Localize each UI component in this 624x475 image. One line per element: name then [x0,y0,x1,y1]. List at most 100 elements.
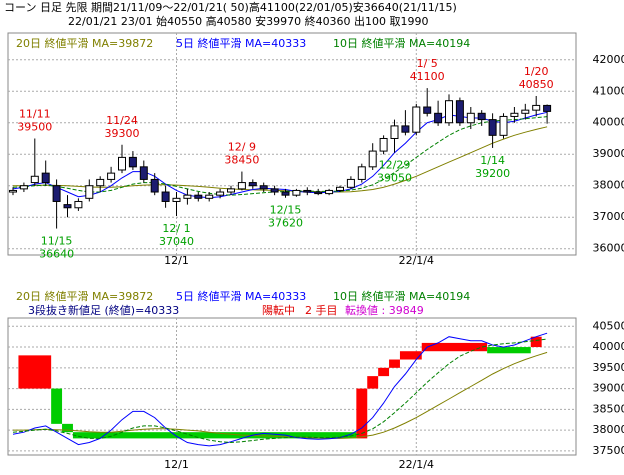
candle-body [379,137,388,152]
candle-body [455,100,464,124]
candle-body [445,100,453,124]
brick [356,388,368,439]
brick [72,432,357,439]
candle-body [336,186,344,191]
low-value: 39050 [377,172,412,185]
candle-body [510,112,519,117]
high-date: 1/20 [524,65,549,78]
candle-body [292,189,301,196]
candle-body [96,178,105,187]
candle-body [183,194,192,199]
candle-body [248,182,257,187]
candle-body [216,191,225,196]
brick [18,355,52,389]
candle-body [107,172,116,180]
candle-body [281,191,290,196]
low-date: 11/15 [41,235,73,248]
high-value: 41100 [410,70,445,83]
brick [51,388,63,424]
y-tick-label: 38500 [593,402,624,415]
upper-frame [7,32,577,256]
y-tick-label: 40000 [593,340,624,353]
brick [389,359,400,368]
y-tick-label: 37000 [593,210,624,223]
low-value: 36640 [39,248,74,261]
candle-body [488,119,497,136]
candle-body [325,189,334,195]
candle-body [303,189,312,193]
header-line1: コーン 日足 先限 期間21/11/09～22/01/21( 50)高41100… [4,0,457,14]
candle-body [259,185,268,190]
y-tick-label: 38000 [593,179,624,192]
high-date: 12/ 9 [228,141,256,154]
low-date: 12/15 [270,204,302,217]
candle-body [30,175,39,184]
x-tick-label: 22/1/4 [399,254,434,267]
candle-body [477,112,486,121]
candle-body [194,194,203,199]
candle-body [466,112,475,124]
brick [421,342,488,352]
high-value: 39500 [17,120,52,133]
brick [62,423,73,433]
legend-entry: 5日 終値平滑 MA=40333 [176,289,306,303]
y-tick-label: 37500 [593,444,624,457]
y-tick-label: 39500 [593,361,624,374]
header-line2: 22/01/21 23/01 始40550 高40580 安39970 終403… [68,14,429,28]
legend-entry: 20日 終値平滑 MA=39872 [16,289,153,303]
high-value: 39300 [105,127,140,140]
candle-body [532,104,541,111]
candle-body [346,178,355,188]
legend-entry: 20日 終値平滑 MA=39872 [16,36,153,50]
x-tick-label: 12/1 [164,254,189,267]
candle-body [172,197,181,202]
candle-body [85,185,94,199]
legend-entry: 10日 終値平滑 MA=40194 [333,36,470,50]
candle-body [521,109,530,114]
candle-body [9,189,17,193]
candle-body [52,185,61,202]
candle-body [161,191,170,202]
candle-body [357,166,366,180]
low-date: 12/29 [379,159,411,172]
low-value: 39200 [475,167,510,180]
panel-note: 陽転中 [262,304,295,317]
ma-line [12,116,548,196]
candle-body [128,156,137,168]
candle-body [19,185,28,190]
candle-body [139,166,148,180]
brick [530,336,542,348]
ma-line [12,338,548,444]
y-tick-label: 39000 [593,147,624,160]
panel-note: 2 手目 [305,303,338,317]
x-tick-label: 12/1 [164,458,189,471]
candle-body [41,172,50,184]
ma-line [12,332,548,447]
panel-note: 3段抜き新値足 (終値)=40333 [28,303,179,317]
high-date: 1/ 5 [417,57,438,70]
candle-body [423,106,432,114]
y-tick-label: 36000 [593,242,624,255]
ma-line [13,351,548,439]
candle-body [205,194,214,199]
ma-line [13,126,548,193]
candle-body [390,125,399,139]
y-tick-label: 42000 [593,53,624,66]
low-date: 12/ 1 [162,222,190,235]
brick [367,376,379,389]
candle-body [499,115,508,136]
candle-body [368,150,377,168]
y-tick-label: 39000 [593,382,624,395]
y-tick-label: 41000 [593,84,624,97]
low-value: 37620 [268,217,303,230]
candle-body [150,178,159,193]
brick [487,347,531,354]
y-tick-label: 38000 [593,423,624,436]
high-date: 11/11 [19,107,51,120]
candle-body [314,191,323,195]
brick [399,351,422,360]
low-value: 37040 [159,235,194,248]
